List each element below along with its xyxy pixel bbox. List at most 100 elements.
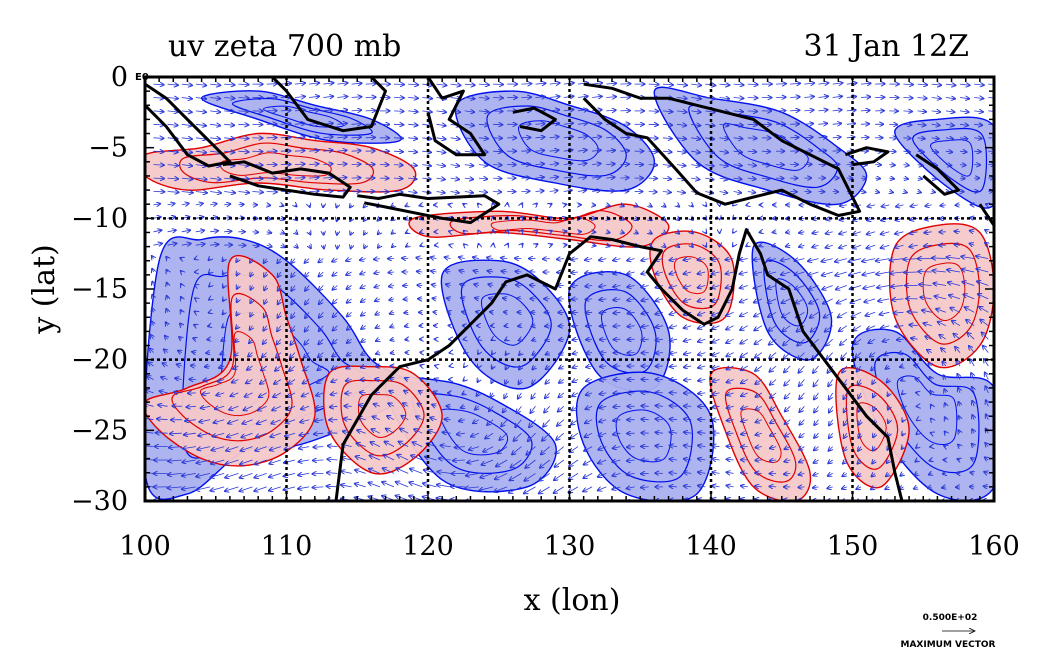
wind-vector xyxy=(281,205,284,206)
wind-vector xyxy=(405,326,408,327)
wind-vector xyxy=(620,191,628,192)
wind-vector xyxy=(213,432,225,436)
wind-vector xyxy=(450,138,460,139)
wind-vector xyxy=(431,257,437,258)
wind-vector xyxy=(314,433,324,434)
wind-vector xyxy=(294,97,305,98)
wind-vector xyxy=(406,245,408,246)
wind-vector xyxy=(493,192,501,193)
wind-vector xyxy=(344,419,352,420)
wind-vector xyxy=(318,338,324,344)
wind-vector xyxy=(492,353,493,355)
wind-vector xyxy=(392,245,394,247)
wind-vector xyxy=(747,84,758,85)
wind-vector xyxy=(327,459,338,460)
negative-region-central-south xyxy=(575,371,715,501)
wind-vector xyxy=(205,366,211,367)
wind-vector xyxy=(319,285,324,291)
wind-vector xyxy=(416,258,423,259)
wind-vector xyxy=(438,472,451,474)
wind-vector xyxy=(318,259,324,263)
wind-vector xyxy=(391,339,394,340)
wind-vector xyxy=(521,230,522,232)
wind-vector xyxy=(318,352,324,358)
wind-vector xyxy=(382,482,395,488)
wind-vector xyxy=(295,232,297,234)
wind-vector xyxy=(351,110,362,111)
wind-vector xyxy=(333,338,338,343)
wind-vector xyxy=(267,205,271,206)
wind-vector xyxy=(351,137,361,138)
wind-vector xyxy=(305,298,310,305)
wind-vector-layer xyxy=(145,83,994,501)
wind-vector xyxy=(195,165,206,166)
wind-vector xyxy=(305,325,310,332)
wind-vector xyxy=(347,299,352,303)
chart-title: uv zeta 700 mb xyxy=(168,29,401,64)
legend-vector-caption: MAXIMUM VECTOR xyxy=(900,640,995,650)
wind-vector xyxy=(432,285,437,286)
wind-vector xyxy=(351,83,362,84)
wind-vector xyxy=(295,245,298,248)
wind-vector xyxy=(252,245,259,246)
wind-vector xyxy=(464,151,474,152)
wind-vector xyxy=(648,151,658,152)
wind-vector xyxy=(313,460,324,461)
wind-vector xyxy=(564,245,567,246)
wind-vector xyxy=(181,111,192,112)
wind-vector xyxy=(414,429,423,434)
wind-vector xyxy=(478,178,487,179)
wind-vector xyxy=(206,353,210,354)
wind-vector xyxy=(478,192,487,193)
wind-vector xyxy=(225,486,239,491)
wind-vector xyxy=(291,271,295,277)
wind-vector xyxy=(404,391,408,393)
wind-vector xyxy=(194,325,196,326)
wind-vector xyxy=(152,308,154,312)
wind-vector xyxy=(364,205,366,207)
wind-vector xyxy=(210,84,220,85)
wind-vector xyxy=(197,459,211,463)
wind-vector xyxy=(477,393,479,396)
y-tick-label: −5 xyxy=(88,133,128,164)
wind-vector xyxy=(332,353,338,357)
wind-vector xyxy=(264,259,267,263)
wind-vector xyxy=(316,393,324,396)
chart-time-label: 31 Jan 12Z xyxy=(804,29,970,64)
wind-vector xyxy=(165,336,168,339)
wind-vector xyxy=(790,124,799,125)
wind-vector xyxy=(219,366,225,368)
wind-vector xyxy=(460,284,465,285)
wind-vector xyxy=(175,378,182,379)
x-axis-label: x (lon) xyxy=(524,583,621,618)
wind-vector xyxy=(397,455,409,461)
wind-vector xyxy=(221,339,224,341)
wind-vector xyxy=(181,192,193,193)
wind-vector xyxy=(478,138,488,139)
wind-vector xyxy=(374,259,380,260)
wind-vector xyxy=(464,124,474,125)
wind-vector xyxy=(180,258,181,259)
wind-vector xyxy=(487,258,494,259)
wind-vector xyxy=(323,245,324,248)
wind-vector xyxy=(399,442,409,447)
wind-vector xyxy=(215,406,225,409)
wind-vector xyxy=(195,244,205,245)
wind-vector xyxy=(361,286,366,289)
wind-vector xyxy=(428,431,437,434)
wind-vector xyxy=(323,137,332,138)
wind-vector xyxy=(195,298,196,299)
wind-vector xyxy=(261,365,267,371)
wind-vector xyxy=(333,325,338,331)
wind-vector xyxy=(224,192,235,193)
wind-vector xyxy=(195,203,203,205)
wind-vector xyxy=(275,365,282,371)
positive-core-contour-west-loop xyxy=(199,330,270,417)
wind-vector xyxy=(181,138,192,139)
wind-vector xyxy=(423,483,437,488)
x-tick-label: 130 xyxy=(544,531,596,562)
wind-vector xyxy=(393,165,403,166)
wind-vector xyxy=(236,259,238,262)
wind-vector xyxy=(167,165,178,166)
wind-vector xyxy=(369,483,381,488)
